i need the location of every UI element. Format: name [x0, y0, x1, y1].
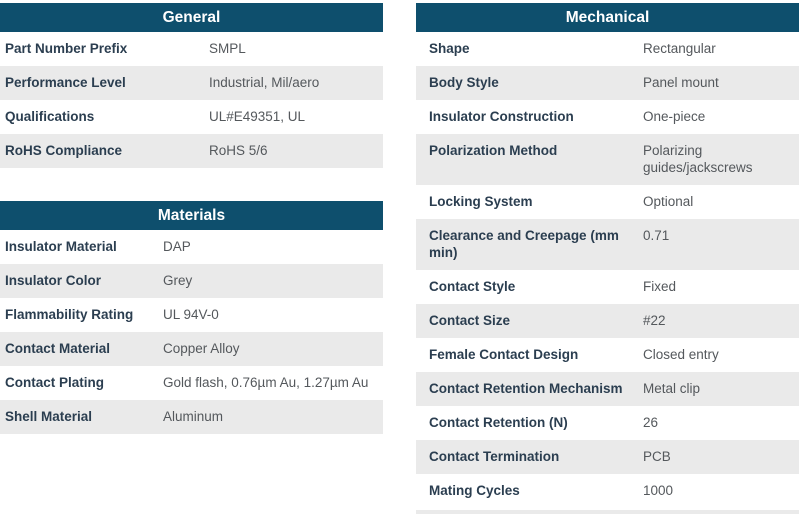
- spec-row: Shape Rectangular: [416, 32, 799, 66]
- spec-value: 1000: [643, 483, 674, 498]
- spec-label: Body Style: [429, 75, 499, 90]
- spec-row: RoHS Compliance RoHS 5/6: [0, 134, 383, 168]
- spec-value: UL 94V-0: [163, 307, 219, 322]
- spec-value: Grey: [163, 273, 193, 288]
- spec-row: Qualifications UL#E49351, UL: [0, 100, 383, 134]
- spec-row: Contact Retention Mechanism Metal clip: [416, 372, 799, 406]
- spec-row: Shell Material Aluminum: [0, 400, 383, 434]
- spec-row: Body Style Panel mount: [416, 66, 799, 100]
- right-column: Mechanical Shape Rectangular Body Style Pane…: [416, 3, 799, 514]
- spec-value: 0.71: [643, 228, 670, 243]
- spec-label: Part Number Prefix: [5, 41, 128, 56]
- spec-row: Insulator Material DAP: [0, 230, 383, 264]
- spec-row: Part Number Prefix SMPL: [0, 32, 383, 66]
- spec-value: Fixed: [643, 279, 677, 294]
- spec-label: Contact Termination: [429, 449, 560, 464]
- spec-label: Contact Retention (N): [429, 415, 568, 430]
- spec-row: Contact Style Fixed: [416, 270, 799, 304]
- spec-label: Mating Cycles: [429, 483, 520, 498]
- general-table: General Part Number Prefix SMPL Performance…: [0, 3, 383, 168]
- spec-value: Industrial, Mil/aero: [209, 75, 320, 90]
- spec-row: Contact Plating Gold flash, 0.76µm Au, 1.…: [0, 366, 383, 400]
- spec-row: Contact Retention (N) 26: [416, 406, 799, 440]
- spec-label: Shape: [429, 41, 470, 56]
- spec-row: Mating Cycles 1000: [416, 474, 799, 508]
- spec-value: RoHS 5/6: [209, 143, 268, 158]
- spec-label: Locking System: [429, 194, 533, 209]
- spec-row: Flammability Rating UL 94V-0: [0, 298, 383, 332]
- spec-label: Insulator Color: [5, 273, 102, 288]
- spec-label: Insulator Construction: [429, 109, 574, 124]
- spec-row: Locking System Optional: [416, 185, 799, 219]
- spec-value: Copper Alloy: [163, 341, 240, 356]
- spec-value: Polarizing guides/jackscrews: [643, 143, 753, 175]
- spec-value: Rectangular: [643, 41, 716, 56]
- spec-value: PCB: [643, 449, 671, 464]
- spec-row: Performance Level Industrial, Mil/aero: [0, 66, 383, 100]
- spec-label: Clearance and Creepage (mm min): [429, 228, 619, 260]
- spec-label: Contact Retention Mechanism: [429, 381, 623, 396]
- left-column: General Part Number Prefix SMPL Performance…: [0, 3, 383, 434]
- spec-label: Female Contact Design: [429, 347, 579, 362]
- spec-label: Contact Size: [429, 313, 511, 328]
- spec-value: UL#E49351, UL: [209, 109, 306, 124]
- spec-value: DAP: [163, 239, 191, 254]
- spec-label: Contact Material: [5, 341, 111, 356]
- spec-label: Polarization Method: [429, 143, 558, 158]
- spec-value: Closed entry: [643, 347, 719, 362]
- spec-label: Flammability Rating: [5, 307, 134, 322]
- spec-value: Metal clip: [643, 381, 701, 396]
- spec-value: SMPL: [209, 41, 246, 56]
- mechanical-section-title: Mechanical: [416, 3, 799, 32]
- spec-row: Contact Size #22: [416, 304, 799, 338]
- spec-value: Aluminum: [163, 409, 224, 424]
- spec-label: Qualifications: [5, 109, 95, 124]
- spec-row: Insulator Construction One-piece: [416, 100, 799, 134]
- cutoff-next-row: [416, 510, 799, 514]
- general-section-title: General: [0, 3, 383, 32]
- spec-value: One-piece: [643, 109, 706, 124]
- spec-label: Insulator Material: [5, 239, 117, 254]
- spec-value: Panel mount: [643, 75, 719, 90]
- spec-value: #22: [643, 313, 666, 328]
- spec-label: Performance Level: [5, 75, 126, 90]
- spec-label: Contact Style: [429, 279, 516, 294]
- spec-row: Clearance and Creepage (mm min) 0.71: [416, 219, 799, 270]
- materials-table: Materials Insulator Material DAP Insulator …: [0, 201, 383, 434]
- spec-row: Female Contact Design Closed entry: [416, 338, 799, 372]
- spec-value: Gold flash, 0.76µm Au, 1.27µm Au: [163, 375, 369, 390]
- spec-label: RoHS Compliance: [5, 143, 123, 158]
- spec-row: Insulator Color Grey: [0, 264, 383, 298]
- spec-value: 26: [643, 415, 659, 430]
- materials-section-title: Materials: [0, 201, 383, 230]
- mechanical-table: Mechanical Shape Rectangular Body Style Pane…: [416, 3, 799, 508]
- spec-row: Contact Material Copper Alloy: [0, 332, 383, 366]
- spec-value: Optional: [643, 194, 694, 209]
- spec-label: Shell Material: [5, 409, 93, 424]
- spec-row: Contact Termination PCB: [416, 440, 799, 474]
- spec-row: Polarization Method Polarizing guides/jac…: [416, 134, 799, 185]
- spec-label: Contact Plating: [5, 375, 105, 390]
